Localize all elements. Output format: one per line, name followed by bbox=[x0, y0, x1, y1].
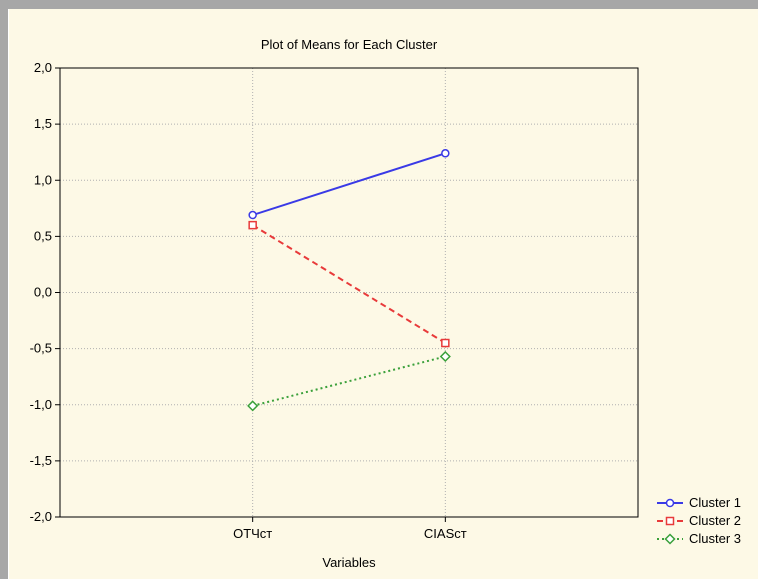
legend-label: Cluster 2 bbox=[689, 513, 741, 528]
data-point bbox=[441, 338, 450, 348]
chart-canvas: Plot of Means for Each Cluster Variables… bbox=[9, 9, 758, 579]
y-tick-label: 0,5 bbox=[34, 228, 52, 243]
legend-item: Cluster 2 bbox=[657, 513, 741, 528]
x-axis-label: Variables bbox=[322, 555, 376, 570]
series-line bbox=[252, 355, 446, 407]
data-point bbox=[664, 533, 676, 545]
data-point bbox=[441, 149, 450, 158]
y-tick-label: -1,5 bbox=[30, 453, 52, 468]
chart-title: Plot of Means for Each Cluster bbox=[261, 37, 438, 52]
data-point bbox=[248, 210, 257, 220]
series-3 bbox=[247, 350, 451, 412]
series-line bbox=[252, 152, 446, 216]
y-tick-label: 1,0 bbox=[34, 172, 52, 187]
legend-item: Cluster 1 bbox=[657, 495, 741, 510]
y-tick-label: -2,0 bbox=[30, 509, 52, 524]
data-point bbox=[247, 400, 259, 412]
y-tick-label: -1,0 bbox=[30, 397, 52, 412]
x-tick-label: ОТЧст bbox=[233, 526, 272, 541]
legend: Cluster 1 Cluster 2 Cluster 3 bbox=[657, 495, 741, 546]
series-2 bbox=[248, 220, 450, 348]
data-point bbox=[665, 498, 675, 508]
y-tick-label: -0,5 bbox=[30, 341, 52, 356]
series-line bbox=[252, 224, 446, 344]
y-axis-ticks: 2,0 1,5 1,0 0,5 0,0 -0,5 -1,0 -1,5 -2,0 bbox=[30, 60, 60, 524]
data-point bbox=[665, 516, 675, 526]
legend-item: Cluster 3 bbox=[657, 531, 741, 546]
data-point bbox=[248, 220, 257, 230]
y-tick-label: 2,0 bbox=[34, 60, 52, 75]
legend-label: Cluster 3 bbox=[689, 531, 741, 546]
series-1 bbox=[248, 149, 450, 220]
data-point bbox=[439, 350, 451, 363]
y-tick-label: 0,0 bbox=[34, 285, 52, 300]
x-axis-ticks: ОТЧст CIASст bbox=[233, 517, 467, 541]
x-tick-label: CIASст bbox=[424, 526, 467, 541]
means-plot: Plot of Means for Each Cluster Variables… bbox=[30, 37, 741, 570]
legend-label: Cluster 1 bbox=[689, 495, 741, 510]
grid-lines bbox=[60, 67, 638, 518]
series-group bbox=[247, 149, 451, 412]
y-tick-label: 1,5 bbox=[34, 116, 52, 131]
